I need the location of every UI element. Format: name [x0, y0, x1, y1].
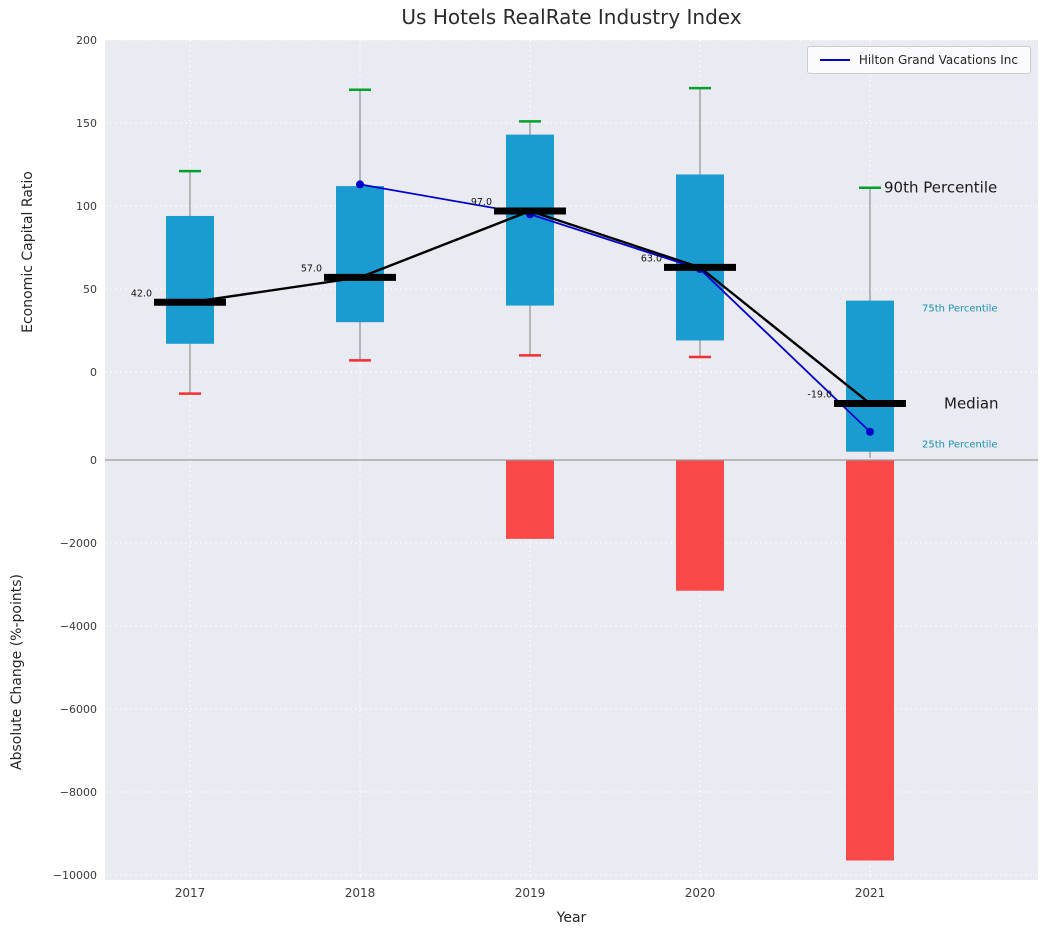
x-tick-label-2021: 2021 — [855, 886, 886, 900]
bar-2020 — [676, 460, 724, 591]
y-tick-label-top: 150 — [76, 117, 97, 130]
y-tick-label-top: 200 — [76, 34, 97, 47]
median-value-label-2017: 42.0 — [131, 288, 152, 299]
x-axis-label: Year — [556, 910, 587, 926]
y-axis-label-top: Economic Capital Ratio — [20, 171, 36, 333]
y-tick-label-bottom: −2000 — [60, 537, 97, 550]
median-value-label-2019: 97.0 — [471, 197, 492, 208]
company-point-2018 — [356, 180, 364, 189]
median-value-label-2021: -19.0 — [807, 390, 832, 401]
x-tick-label-2017: 2017 — [175, 886, 206, 900]
annotation-90th-percentile: 90th Percentile — [884, 179, 997, 197]
y-tick-label-bottom: −8000 — [60, 786, 97, 799]
box-2018 — [336, 186, 384, 323]
bar-2021 — [846, 460, 894, 861]
box-2021 — [846, 300, 894, 452]
y-tick-label-top: 50 — [83, 283, 97, 296]
bar-2019 — [506, 460, 554, 539]
y-tick-label-top: 0 — [90, 366, 97, 379]
y-tick-label-bottom: −6000 — [60, 703, 97, 716]
y-tick-label-bottom: −4000 — [60, 620, 97, 633]
box-2017 — [166, 215, 214, 344]
legend-label: Hilton Grand Vacations Inc — [858, 53, 1018, 67]
x-tick-label-2020: 2020 — [685, 886, 716, 900]
annotation-median: Median — [944, 395, 999, 413]
y-axis-label-bottom: Absolute Change (%-points) — [9, 574, 25, 770]
box-2020 — [676, 174, 724, 341]
x-tick-label-2019: 2019 — [515, 886, 546, 900]
chart-title: Us Hotels RealRate Industry Index — [401, 5, 742, 29]
median-value-label-2018: 57.0 — [301, 263, 322, 274]
legend-line-sample-icon — [819, 59, 850, 61]
legend: Hilton Grand Vacations Inc — [806, 46, 1031, 74]
median-value-label-2020: 63.0 — [641, 253, 662, 264]
company-point-2021 — [866, 427, 874, 436]
y-tick-label-bottom: −10000 — [53, 869, 97, 882]
annotation-75th-percentile: 75th Percentile — [922, 304, 998, 315]
company-series-line — [359, 183, 871, 433]
annotation-25th-percentile: 25th Percentile — [922, 440, 998, 451]
y-tick-label-bottom: 0 — [90, 454, 97, 467]
x-tick-label-2018: 2018 — [345, 886, 376, 900]
y-tick-label-top: 100 — [76, 200, 97, 213]
